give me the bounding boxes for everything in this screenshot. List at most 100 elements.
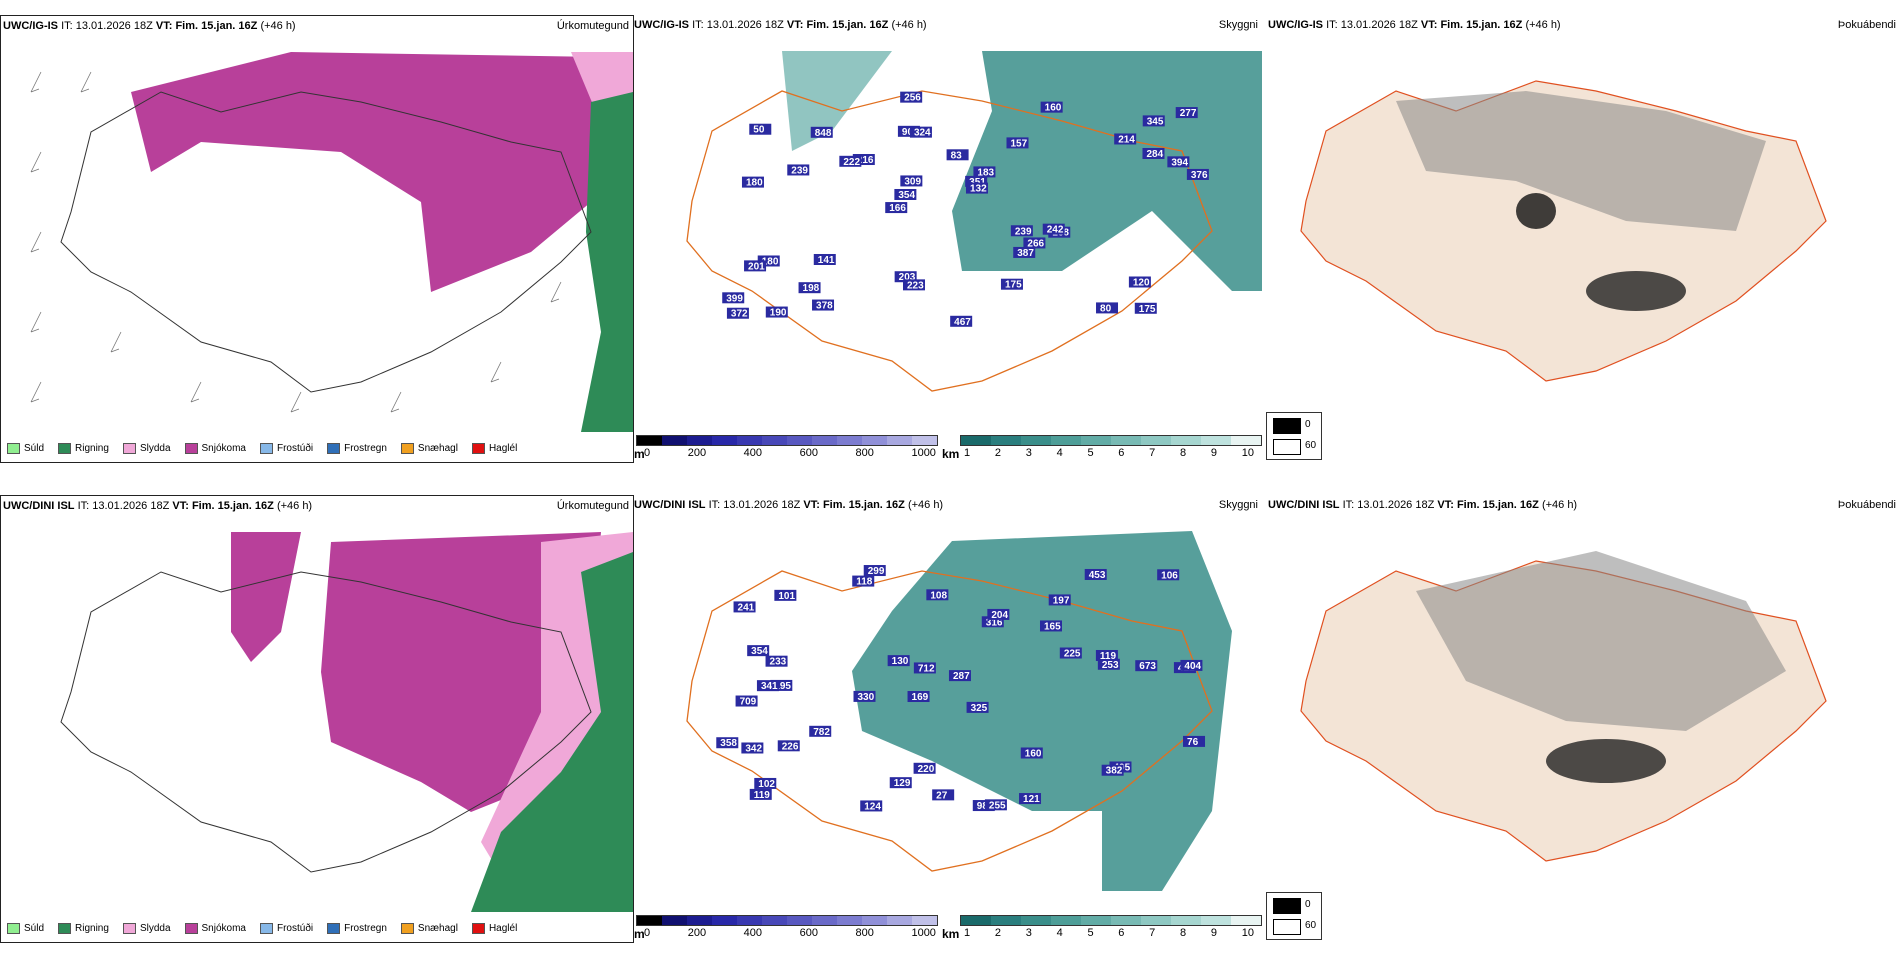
colorbar-tick-3: 4 [1056,447,1063,459]
visibility-colorbar [960,915,1262,926]
visibility-ticks: 1 2 3 4 5 6 7 8 9 10 [964,927,1254,939]
ceiling-unit: m [634,447,645,461]
ceiling-label: 83 [951,150,963,161]
colorbar-bin-11 [912,916,937,925]
ceiling-label-bg [1013,246,1036,258]
colorbar-tick-2: 400 [743,447,762,459]
ceiling-label: 225 [1064,649,1081,660]
ceiling-label: 709 [740,697,757,708]
ceiling-label: 372 [731,309,748,320]
ceiling-label-bg [813,253,836,265]
ceiling-label: 242 [1047,225,1064,236]
ceiling-label-bg [1142,147,1165,159]
legend-item-0: Súld [7,443,44,454]
ceiling-label: 239 [791,165,808,176]
ceiling-label-bg [1095,649,1118,661]
colorbar-bin-0 [961,436,991,445]
ceiling-label: 378 [816,301,833,312]
ceiling-label: 121 [1023,794,1040,805]
colorbar-bin-7 [1171,436,1201,445]
ceiling-label: 108 [930,590,947,601]
ceiling-label-bg [765,655,788,667]
ceiling-label-bg [852,154,875,166]
ceiling-label: 160 [1045,103,1062,114]
fog-legend-swatch-60 [1273,439,1301,455]
ceiling-label: 354 [751,646,768,657]
ceiling-label: 90 [902,127,914,138]
ceiling-label: 101 [778,591,795,602]
ceiling-label: 241 [738,602,755,613]
ceiling-label: 239 [1015,226,1032,237]
precip-map [30,52,633,432]
colorbar-bin-9 [1231,436,1261,445]
colorbar-bin-8 [1201,916,1231,925]
ceiling-label: 119 [754,790,771,801]
ceiling-label: 404 [1184,661,1201,672]
legend-label: Slydda [139,443,171,454]
ceiling-label-bg [749,123,772,135]
colorbar-bin-1 [662,436,687,445]
colorbar-tick-4: 800 [855,447,874,459]
panel-variable: Úrkomutegund [556,500,629,512]
legend-label: Snjókoma [201,923,246,934]
legend-swatch [184,443,198,454]
colorbar-tick-3: 4 [1056,927,1063,939]
ceiling-label-bg [1039,620,1062,632]
panel-precip-type-igis: UWC/IG-IS IT: 13.01.2026 18Z VT: Fim. 15… [0,15,634,463]
ceiling-label: 203 [899,272,916,283]
panel-title: UWC/DINI ISL IT: 13.01.2026 18Z VT: Fim.… [3,500,313,512]
ceiling-label: 141 [818,255,835,266]
ceiling-label-bg [1020,747,1043,759]
panel-visibility-dini: UWC/DINI ISL IT: 13.01.2026 18Z VT: Fim.… [632,495,1262,957]
ceiling-label: 201 [748,261,765,272]
legend-item-3: Snjókoma [184,443,246,454]
fog-legend-swatch-0 [1273,898,1301,914]
legend-swatch [7,923,20,934]
ceiling-label-bg [809,725,832,737]
colorbar-bin-5 [762,916,787,925]
panel-title: UWC/IG-IS IT: 13.01.2026 18Z VT: Fim. 15… [3,20,296,32]
colorbar-tick-8: 9 [1210,447,1217,459]
ceiling-label: 169 [912,692,929,703]
ceiling-label: 160 [1025,748,1042,759]
legend-label: Haglél [488,443,518,454]
legend-item-7: Haglél [471,443,518,454]
ceiling-label-bg [965,175,988,187]
colorbar-bin-1 [991,436,1021,445]
ceiling-label: 222 [843,157,860,168]
ceiling-label: 216 [857,155,874,166]
ceiling-label-bg [903,279,926,291]
rain-area [581,92,633,432]
legend-item-3: Snjókoma [184,923,246,934]
visibility-colorbar [960,435,1262,446]
fog-legend-swatch-60 [1273,919,1301,935]
legend-item-2: Slydda [122,923,171,934]
colorbar-bin-9 [862,916,887,925]
ceiling-label-bg [1040,101,1063,113]
ceiling-label: 354 [898,190,915,201]
ceiling-label-bg [1180,659,1203,671]
ceiling-label-bg [946,149,969,161]
ceiling-label-bg [909,126,932,138]
colorbar-tick-6: 7 [1149,447,1156,459]
ceiling-label-bg [907,691,930,703]
colorbar-bin-11 [912,436,937,445]
fog-legend-swatch-0 [1273,418,1301,434]
ceiling-label-bg [777,740,800,752]
visibility-unit: km [942,447,960,461]
ceiling-label-bg [853,690,876,702]
ceiling-label-bg [965,182,988,194]
fog-legend-label-0: 0 [1305,899,1311,910]
legend-swatch [327,923,341,934]
ceiling-label: 255 [989,800,1006,811]
panel-variable: Þokuábendi [1837,19,1896,31]
ceiling-label-bg [754,777,777,789]
ceiling-label: 782 [813,727,830,738]
ceiling-label-bg [756,680,779,692]
panel-variable: Skyggni [1218,499,1258,511]
colorbar-tick-2: 3 [1025,447,1032,459]
fog-legend: 0 60 [1266,892,1322,940]
ceiling-label: 345 [1147,116,1164,127]
ceiling-label-bg [900,175,923,187]
ceiling-label-bg [1010,225,1033,237]
